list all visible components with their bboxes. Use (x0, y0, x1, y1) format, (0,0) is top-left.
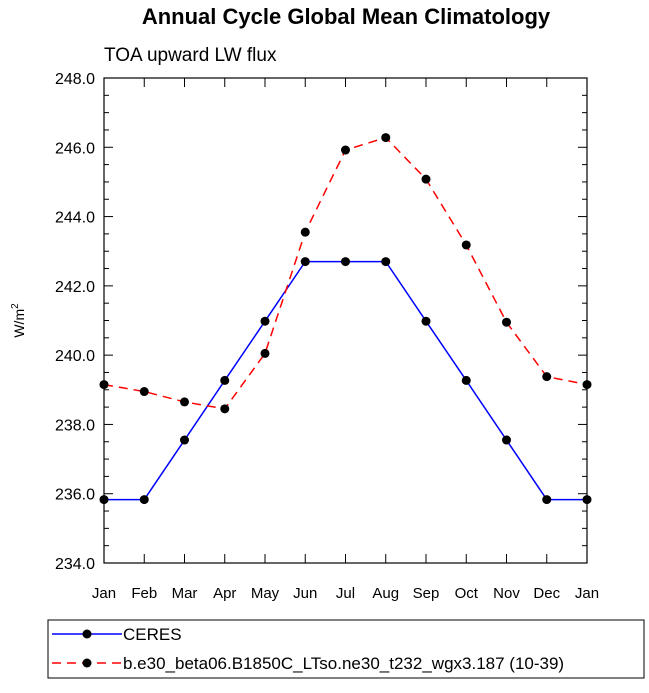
data-point (421, 316, 431, 326)
x-tick-label: Apr (213, 585, 236, 602)
series-layer (99, 133, 592, 505)
y-tick-label: 246.0 (55, 140, 95, 157)
x-tick-label: Jan (575, 585, 599, 602)
data-point (99, 495, 109, 505)
y-tick-label: 236.0 (55, 487, 95, 504)
data-point (180, 397, 189, 407)
x-tick-label: Jan (92, 585, 116, 602)
x-tick-label: Mar (172, 585, 198, 602)
data-point (461, 375, 471, 385)
x-tick-label: Nov (493, 585, 520, 602)
data-point (139, 495, 149, 505)
data-point (139, 387, 149, 397)
series-line-2 (103, 136, 588, 410)
data-point (99, 380, 109, 390)
axes: 234.0 236.0 238.0 240.0 242.0 244.0 246.0 248.0… (10, 71, 599, 602)
x-tick-label: Dec (533, 585, 560, 602)
legend-label-2: b.e30_beta06.B1850C_LTso.ne30_t232_wgx3.… (123, 654, 564, 673)
data-point (582, 495, 592, 505)
data-point (220, 404, 230, 414)
x-tick-label: Oct (455, 585, 479, 602)
legend-marker (82, 629, 92, 639)
chart-title: Annual Cycle Global Mean Climatology (142, 4, 551, 29)
y-tick-label: 248.0 (55, 71, 95, 88)
x-tick-label: Feb (131, 585, 157, 602)
legend-marker (82, 658, 92, 668)
y-tick-label: 244.0 (55, 210, 95, 227)
data-point (300, 257, 310, 267)
y-tick-label: 238.0 (55, 417, 95, 434)
data-point (421, 174, 431, 184)
data-point (260, 316, 270, 326)
data-point (582, 380, 592, 390)
data-point (381, 133, 391, 143)
data-point (300, 227, 310, 237)
data-point (341, 145, 350, 155)
data-point (542, 495, 552, 505)
data-point (381, 257, 391, 267)
legend-label-1: CERES (123, 625, 182, 644)
legend-box (47, 619, 645, 679)
y-tick-label: 240.0 (55, 348, 95, 365)
x-tick-label: Jul (336, 585, 355, 602)
y-axis-label: W/m2 (10, 303, 27, 338)
y-tick-label: 234.0 (55, 556, 95, 573)
x-tick-label: May (251, 585, 280, 602)
legend: CERES b.e30_beta06.B1850C_LTso.ne30_t232_… (47, 619, 645, 679)
x-tick-label: Sep (413, 585, 440, 602)
data-point (502, 317, 511, 327)
y-tick-label: 242.0 (55, 279, 95, 296)
chart-subtitle: TOA upward LW flux (104, 45, 277, 66)
data-point (341, 257, 350, 267)
data-point (502, 435, 511, 445)
data-point (180, 435, 189, 445)
x-tick-label: Jun (293, 585, 317, 602)
data-point (260, 348, 270, 358)
series-line-1 (104, 260, 587, 501)
x-tick-label: Aug (372, 585, 399, 602)
data-point (461, 240, 471, 250)
data-point (220, 375, 230, 385)
data-point (542, 372, 552, 382)
